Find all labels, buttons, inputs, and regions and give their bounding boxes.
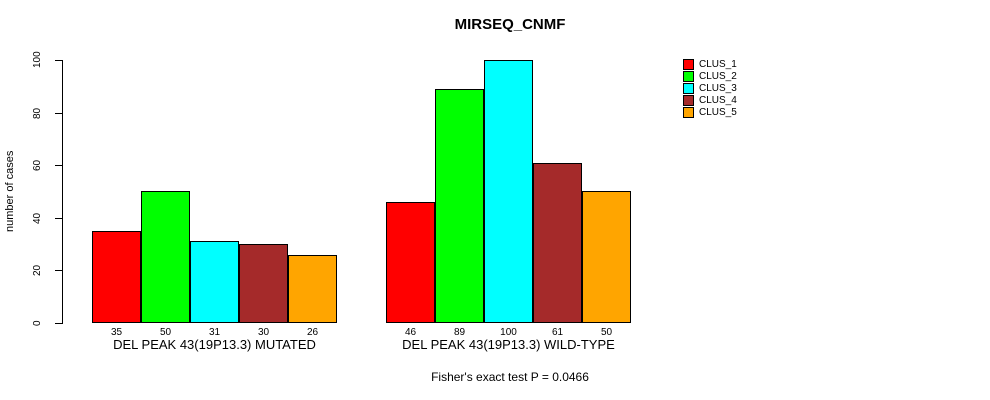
y-tick-label: 20 bbox=[32, 264, 43, 276]
bar-clus_4-group2 bbox=[533, 163, 582, 323]
legend-label: CLUS_4 bbox=[699, 94, 737, 106]
legend-item-clus_4: CLUS_4 bbox=[683, 94, 737, 106]
legend: CLUS_1 CLUS_2 CLUS_3 CLUS_4 CLUS_5 bbox=[683, 58, 737, 118]
legend-label: CLUS_3 bbox=[699, 82, 737, 94]
plot-area: 0 20 40 60 80 100 35 50 31 30 26 46 89 100 61 50 bbox=[32, 52, 662, 338]
bar-clus_2-group2 bbox=[435, 89, 484, 323]
y-tick-label: 40 bbox=[32, 212, 43, 224]
legend-swatch bbox=[683, 106, 694, 118]
bar-clus_1-group2 bbox=[386, 202, 435, 323]
bar-value-label: 46 bbox=[404, 327, 417, 338]
bar-value-label: 30 bbox=[257, 327, 270, 338]
y-tick bbox=[55, 270, 62, 272]
bar-value-label: 61 bbox=[551, 327, 564, 338]
legend-item-clus_5: CLUS_5 bbox=[683, 106, 737, 118]
bar-value-label: 89 bbox=[453, 327, 466, 338]
y-tick bbox=[55, 112, 62, 114]
y-tick-label: 60 bbox=[32, 159, 43, 171]
y-tick-label: 80 bbox=[32, 107, 43, 119]
legend-item-clus_3: CLUS_3 bbox=[683, 82, 737, 94]
group-label-mutated: DEL PEAK 43(19P13.3) MUTATED bbox=[113, 337, 316, 352]
bar-value-label: 31 bbox=[208, 327, 221, 338]
y-tick-label: 100 bbox=[32, 51, 43, 69]
bar-clus_5-group2 bbox=[582, 191, 631, 323]
legend-swatch bbox=[683, 94, 694, 106]
bar-clus_4-group1 bbox=[239, 244, 288, 323]
bar-value-label: 50 bbox=[600, 327, 613, 338]
chart-title: MIRSEQ_CNMF bbox=[454, 16, 566, 33]
bar-value-label: 26 bbox=[306, 327, 319, 338]
bar-value-label: 50 bbox=[159, 327, 172, 338]
y-tick-label: 0 bbox=[32, 320, 43, 326]
y-tick bbox=[55, 60, 62, 61]
legend-item-clus_2: CLUS_2 bbox=[683, 70, 737, 82]
bar-clus_3-group1 bbox=[190, 241, 239, 323]
legend-label: CLUS_5 bbox=[699, 106, 737, 118]
legend-swatch bbox=[683, 82, 694, 94]
bar-clus_5-group1 bbox=[288, 255, 337, 323]
y-axis-line bbox=[62, 60, 63, 324]
legend-swatch bbox=[683, 58, 694, 70]
y-tick bbox=[55, 323, 62, 324]
bar-value-label: 35 bbox=[110, 327, 123, 338]
bar-value-label: 100 bbox=[500, 327, 517, 338]
legend-label: CLUS_2 bbox=[699, 70, 737, 82]
y-tick bbox=[55, 217, 62, 219]
y-tick bbox=[55, 165, 62, 167]
legend-label: CLUS_1 bbox=[699, 58, 737, 70]
legend-item-clus_1: CLUS_1 bbox=[683, 58, 737, 70]
annotation-text: Fisher's exact test P = 0.0466 bbox=[431, 370, 589, 384]
bar-clus_3-group2 bbox=[484, 60, 533, 323]
y-axis-title: number of cases bbox=[4, 150, 16, 233]
legend-swatch bbox=[683, 70, 694, 82]
bar-clus_1-group1 bbox=[92, 231, 141, 323]
group-label-wild-type: DEL PEAK 43(19P13.3) WILD-TYPE bbox=[402, 337, 615, 352]
bar-clus_2-group1 bbox=[141, 191, 190, 323]
